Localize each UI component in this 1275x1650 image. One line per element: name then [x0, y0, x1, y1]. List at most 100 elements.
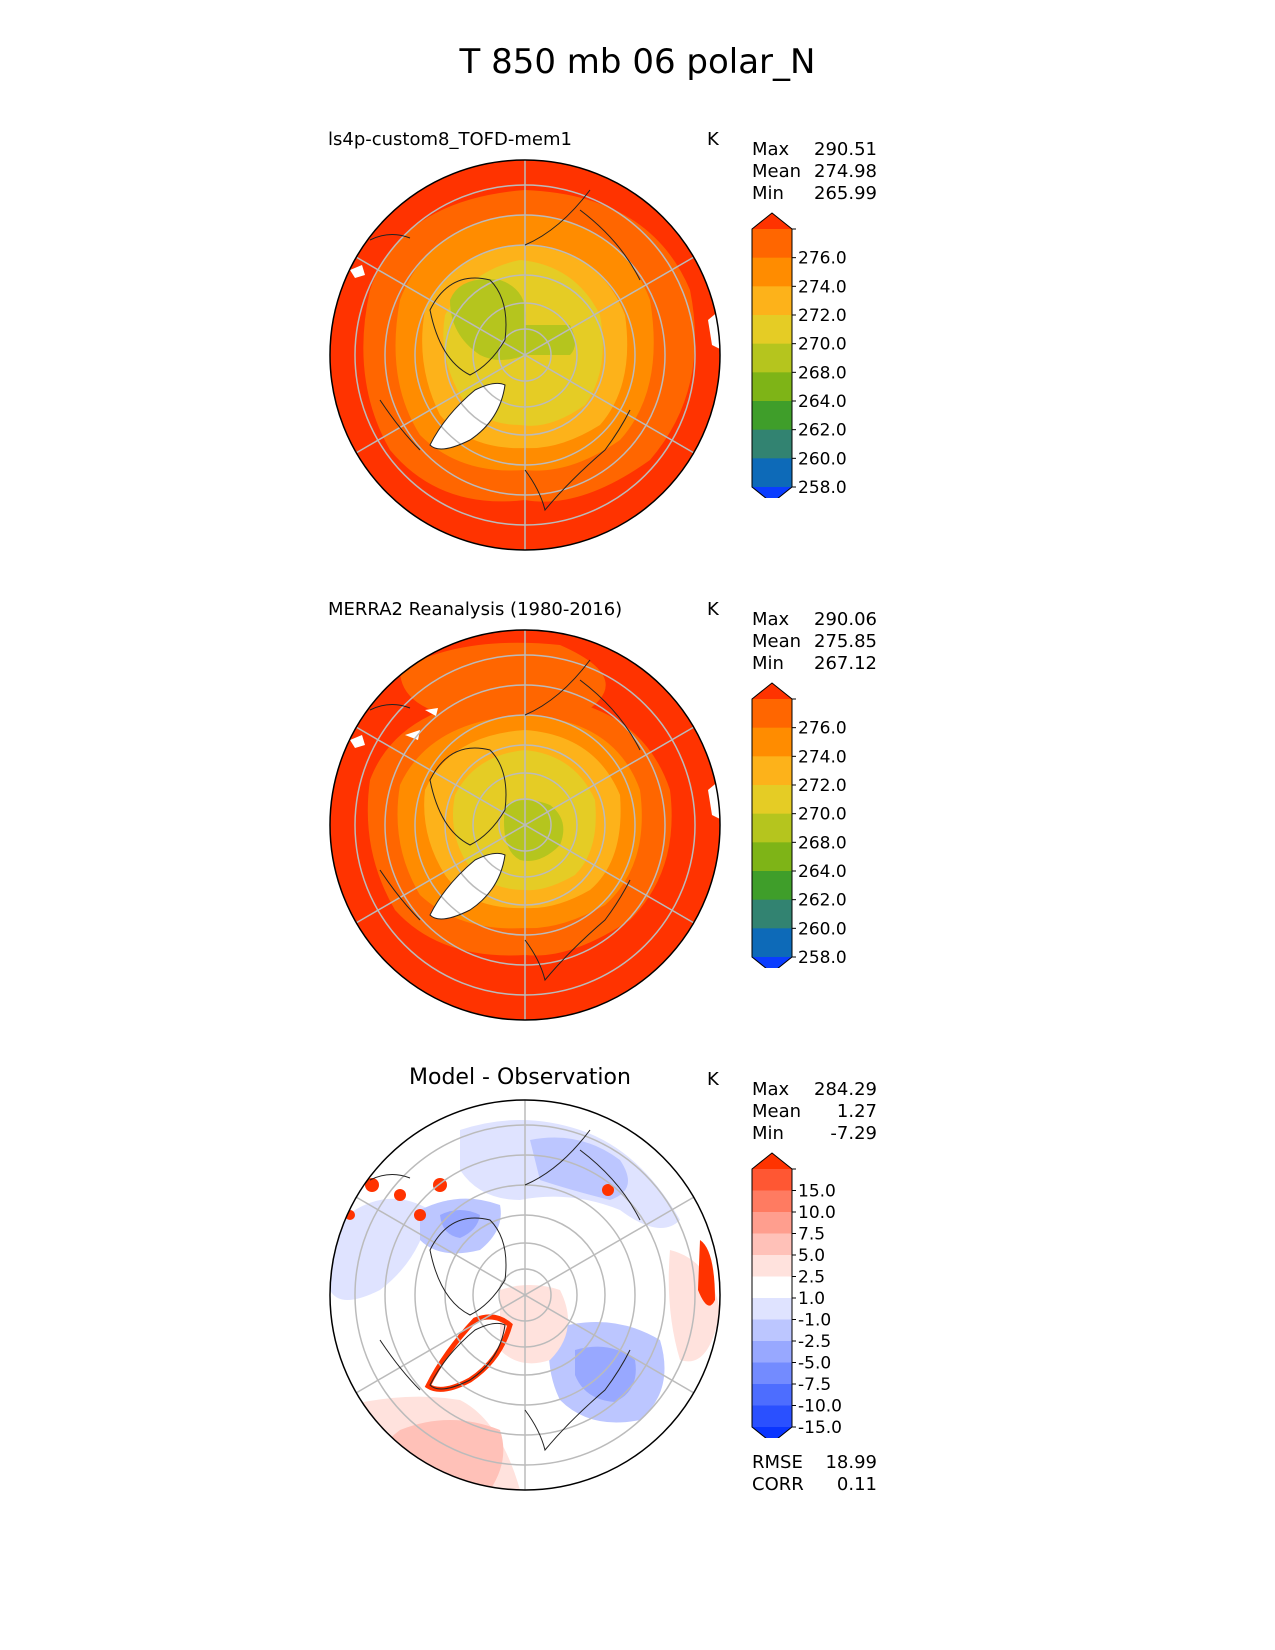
colorbar-tick-label: 276.0 [798, 719, 847, 739]
colorbar-swatch [752, 785, 792, 815]
colorbar-swatch [752, 842, 792, 872]
colorbar-tick-label: 272.0 [798, 306, 847, 326]
colorbar-tick-label: -5.0 [798, 1354, 831, 1374]
min-label: Min [752, 653, 784, 674]
colorbar-extend-min [752, 1427, 792, 1438]
figure-title: T 850 mb 06 polar_N [459, 42, 816, 82]
colorbar-swatch [752, 1362, 792, 1385]
colorbar-swatch [752, 699, 792, 729]
colorbar-tick-label: 264.0 [798, 392, 847, 412]
colorbar-tick-label: 5.0 [798, 1246, 825, 1266]
colorbar-tick-label: 1.0 [798, 1289, 825, 1309]
min-value: 267.12 [814, 653, 877, 674]
panel-1-map-boundary [329, 159, 721, 551]
colorbar-tick-label: -2.5 [798, 1332, 831, 1352]
colorbar-swatch [752, 343, 792, 373]
colorbar-swatch [752, 899, 792, 929]
min-label: Min [752, 183, 784, 204]
panel-1-title: ls4p-custom8_TOFD-mem1 [328, 129, 572, 150]
colorbar-swatch [752, 928, 792, 958]
colorbar-tick-label: -15.0 [798, 1418, 842, 1438]
panel-3-map-boundary [329, 1099, 721, 1491]
colorbar-swatch [752, 372, 792, 402]
corr-value: 0.11 [836, 1474, 877, 1495]
colorbar-swatch [752, 429, 792, 459]
colorbar-tick-label: 270.0 [798, 335, 847, 355]
min-value: -7.29 [830, 1123, 877, 1144]
panel-1-coastlines [369, 189, 641, 512]
colorbar-swatch [752, 871, 792, 901]
mean-value: 275.85 [814, 631, 877, 652]
panel-1-units: K [707, 129, 719, 150]
mean-label: Mean [752, 161, 802, 182]
panel-1-polar-map [329, 159, 721, 551]
panel-2-coastlines [369, 659, 641, 982]
colorbar-swatch [752, 727, 792, 757]
mean-label: Mean [752, 631, 802, 652]
colorbar-swatch [752, 401, 792, 431]
colorbar-swatch [752, 1384, 792, 1406]
max-label: Max [752, 1079, 790, 1100]
panel-3-title: Model - Observation [409, 1065, 631, 1090]
colorbar-tick-label: -10.0 [798, 1397, 842, 1417]
colorbar-swatch [752, 315, 792, 345]
colorbar-swatch [752, 813, 792, 843]
colorbar-swatch [752, 1169, 792, 1191]
panel-3-stats: Max 284.29 Mean 1.27 Min -7.29 [752, 1079, 877, 1145]
max-value: 290.51 [814, 139, 877, 160]
colorbar-tick-label: 270.0 [798, 805, 847, 825]
colorbar-extend-min [752, 957, 792, 968]
colorbar-swatch [752, 1212, 792, 1234]
colorbar-tick-label: 268.0 [798, 363, 847, 383]
colorbar-swatch [752, 1276, 792, 1299]
colorbar-tick-label: 2.5 [798, 1268, 825, 1288]
colorbar-tick-label: 274.0 [798, 747, 847, 767]
colorbar-tick-label: 260.0 [798, 449, 847, 469]
colorbar-tick-label: -1.0 [798, 1311, 831, 1331]
colorbar-swatch [752, 1298, 792, 1320]
panel-3-coastlines [369, 1129, 641, 1452]
panel-1-colorbar: 276.0 274.0 272.0 270.0 268.0 264.0 262.0 260.0… [751, 212, 847, 498]
colorbar-swatch [752, 286, 792, 316]
colorbar-swatch [752, 257, 792, 287]
rmse-label: RMSE [752, 1452, 803, 1473]
panel-3-skill-stats: RMSE 18.99 CORR 0.11 [752, 1452, 877, 1496]
panel-2-title: MERRA2 Reanalysis (1980-2016) [328, 599, 623, 620]
panel-2-units: K [707, 599, 719, 620]
max-value: 284.29 [814, 1079, 877, 1100]
corr-label: CORR [752, 1474, 804, 1495]
colorbar-swatch [752, 229, 792, 259]
colorbar-swatch [752, 1341, 792, 1363]
panel-3-graticule [354, 1100, 696, 1490]
colorbar-swatch [752, 1405, 792, 1428]
panel-2-graticule [354, 630, 696, 1020]
colorbar-extend-max [752, 1153, 792, 1169]
panel-2-colorbar: 276.0 274.0 272.0 270.0 268.0 264.0 262.0 260.0… [751, 682, 847, 968]
colorbar-tick-label: 260.0 [798, 919, 847, 939]
colorbar-tick-label: 10.0 [798, 1203, 836, 1223]
colorbar-tick-label: 15.0 [798, 1182, 836, 1202]
colorbar-swatch [752, 1233, 792, 1256]
colorbar-tick-label: 274.0 [798, 277, 847, 297]
colorbar-tick-label: 262.0 [798, 891, 847, 911]
max-value: 290.06 [814, 609, 877, 630]
panel-1-stats: Max 290.51 Mean 274.98 Min 265.99 [752, 139, 877, 205]
panel-2-polar-map [329, 629, 721, 1021]
colorbar-extend-min [752, 487, 792, 498]
panel-1-graticule [354, 160, 696, 550]
mean-value: 274.98 [814, 161, 877, 182]
colorbar-swatch [752, 1190, 792, 1213]
colorbar-tick-label: 258.0 [798, 948, 847, 968]
colorbar-swatch [752, 1255, 792, 1277]
colorbar-swatch [752, 756, 792, 786]
colorbar-swatch [752, 1319, 792, 1342]
colorbar-tick-label: 7.5 [798, 1225, 825, 1245]
colorbar-swatch [752, 458, 792, 488]
panel-3-colorbar: 15.010.07.55.02.51.0-1.0-2.5-5.0-7.5-10.… [751, 1152, 842, 1438]
min-label: Min [752, 1123, 784, 1144]
panel-2-stats: Max 290.06 Mean 275.85 Min 267.12 [752, 609, 877, 675]
mean-value: 1.27 [836, 1101, 877, 1122]
min-value: 265.99 [814, 183, 877, 204]
rmse-value: 18.99 [825, 1452, 877, 1473]
colorbar-extend-max [752, 683, 792, 699]
